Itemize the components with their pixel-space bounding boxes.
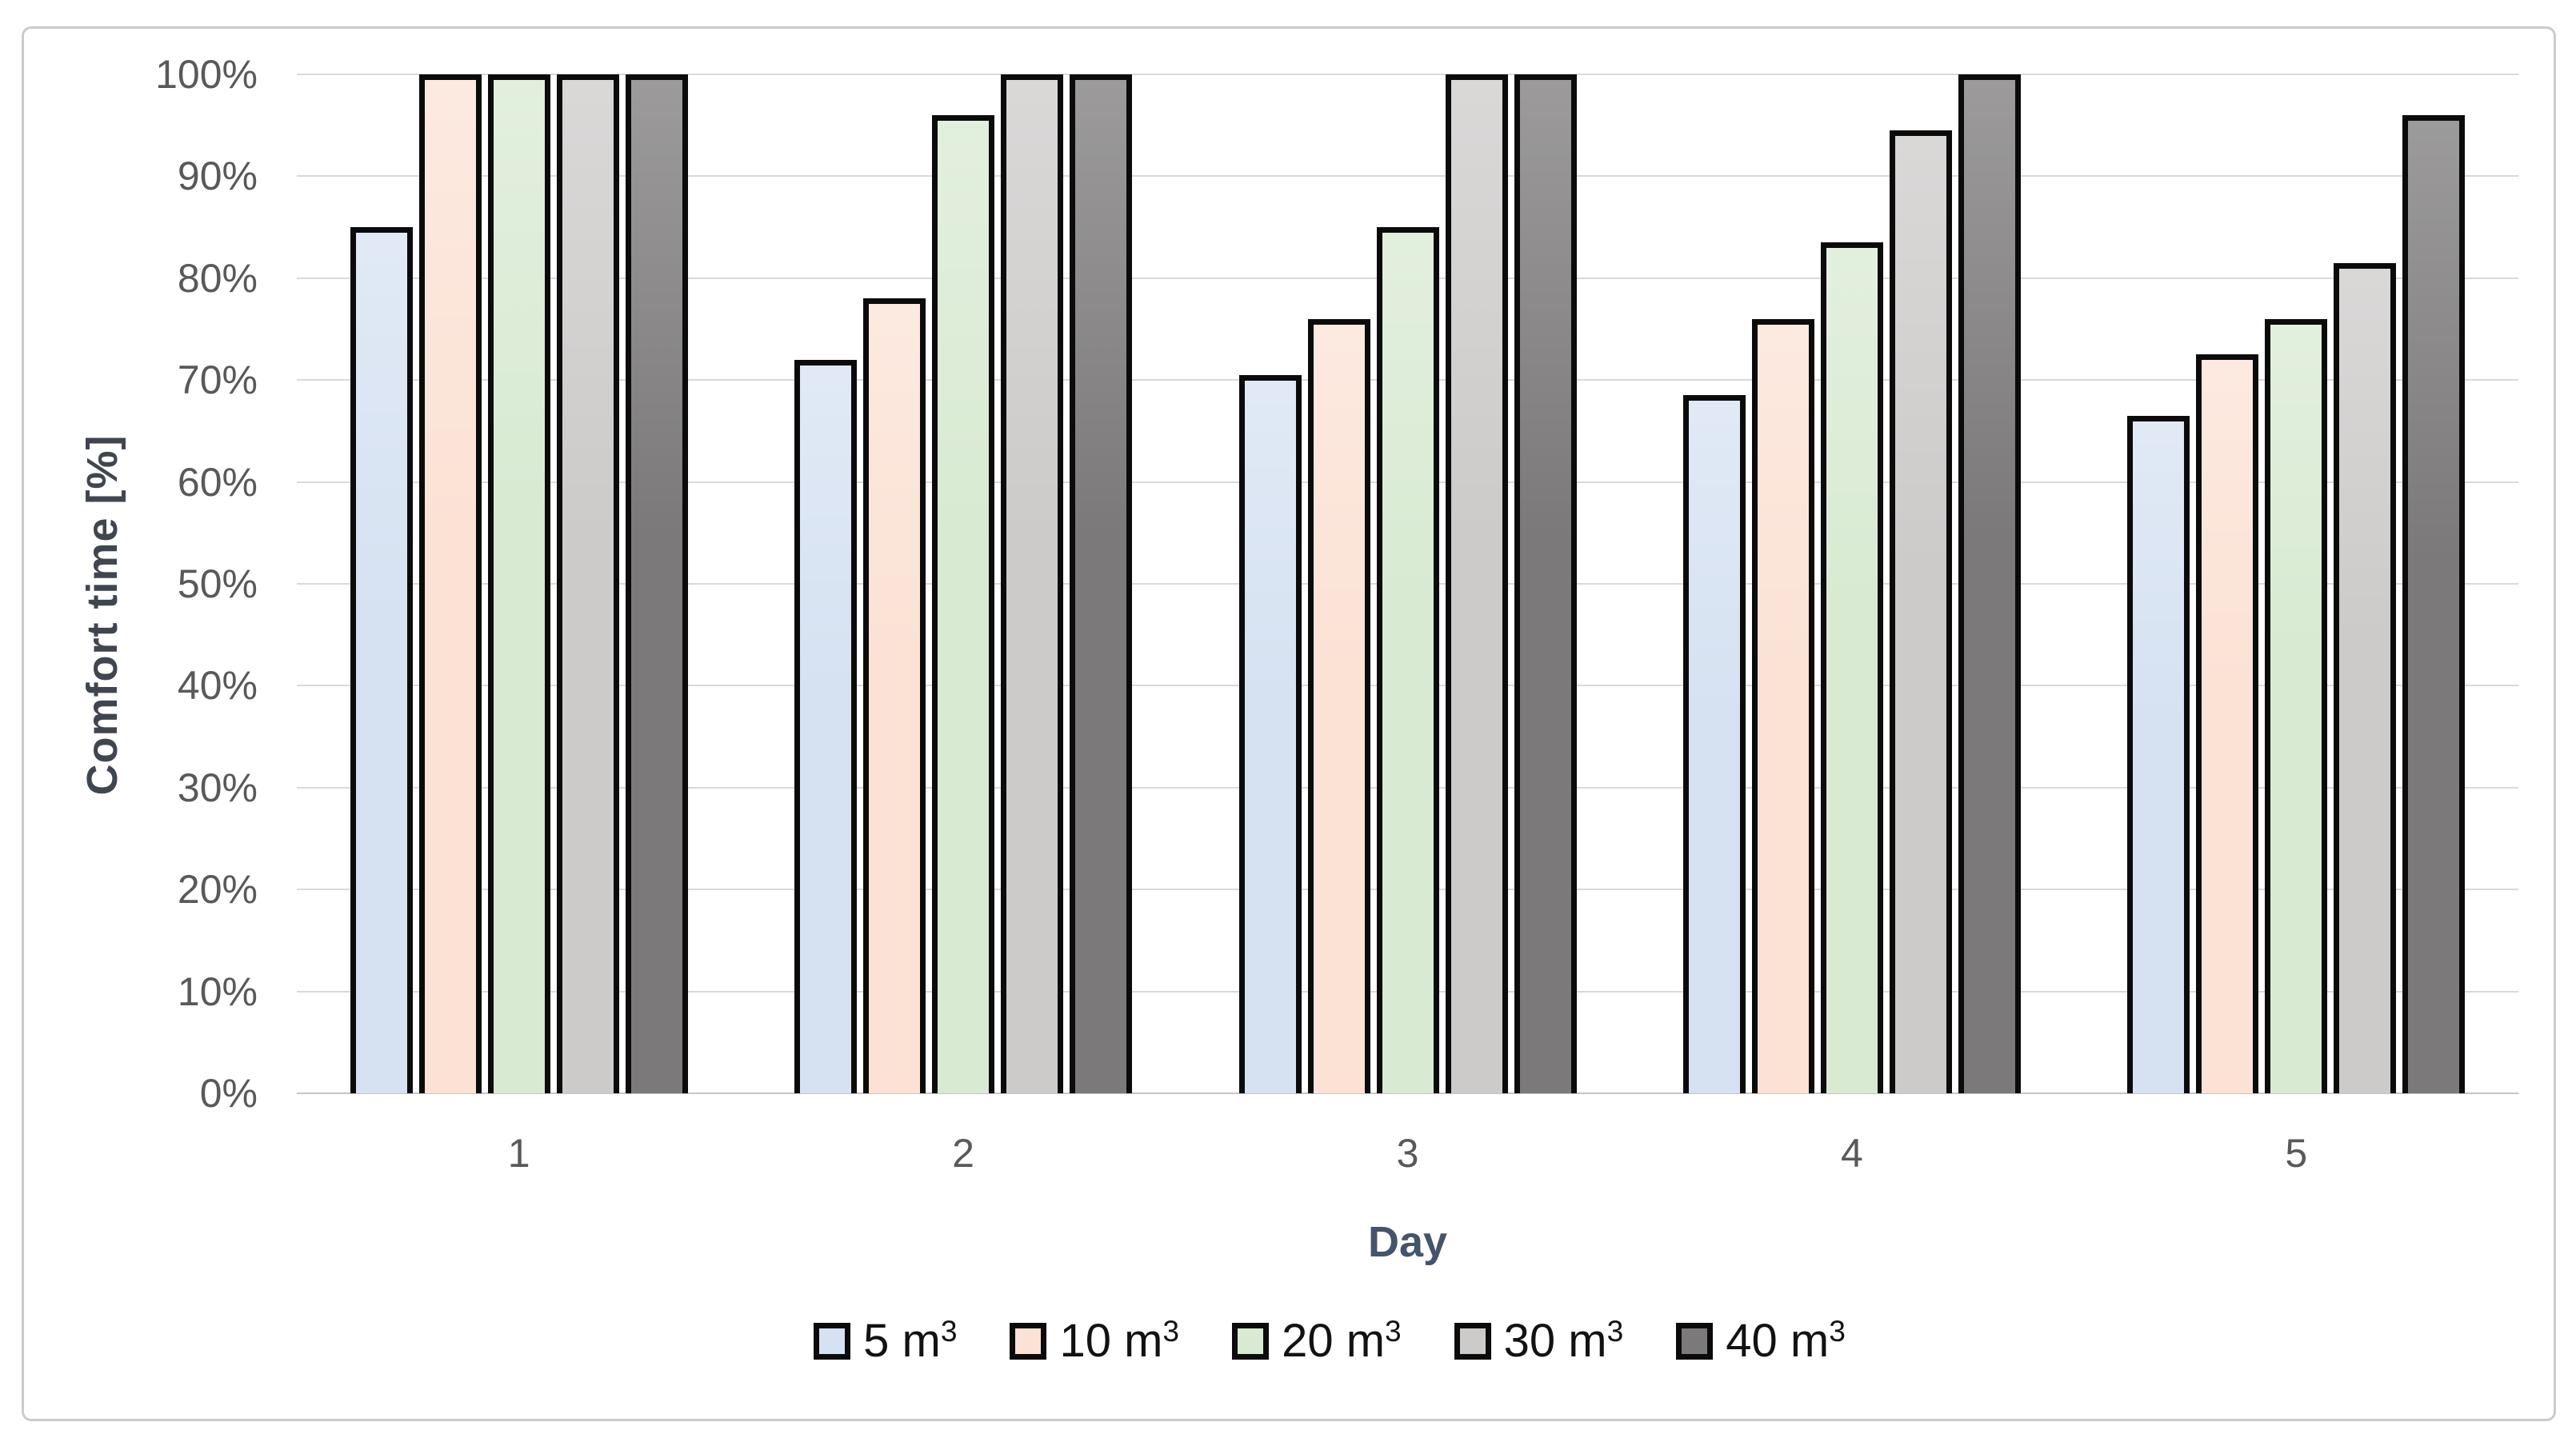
gridline-0% — [297, 1092, 2518, 1094]
bar-5m³-day-5 — [2127, 415, 2190, 1093]
bar-20m³-day-3 — [1376, 227, 1439, 1093]
bar-40m³-day-4 — [1958, 74, 2021, 1093]
bar-5m³-day-3 — [1238, 374, 1302, 1093]
legend-swatch-icon — [1232, 1323, 1270, 1360]
bar-5m³-day-1 — [350, 227, 413, 1093]
bar-5m³-day-4 — [1682, 395, 1746, 1093]
bar-30m³-day-1 — [556, 74, 619, 1093]
bar-10m³-day-2 — [863, 298, 926, 1093]
legend-swatch-icon — [814, 1323, 851, 1360]
bar-group-day-5 — [2074, 74, 2518, 1093]
legend-item-40m3: 40 m3 — [1676, 1313, 1846, 1369]
legend-label: 30 m3 — [1503, 1313, 1624, 1367]
bar-20m³-day-4 — [1820, 242, 1883, 1093]
legend-item-30m3: 30 m3 — [1454, 1313, 1624, 1369]
bar-group-day-4 — [1630, 74, 2074, 1093]
bar-30m³-day-2 — [1001, 74, 1064, 1093]
legend-item-10m3: 10 m3 — [1010, 1313, 1179, 1369]
gridline-90% — [297, 175, 2518, 178]
bar-group-day-1 — [297, 74, 741, 1093]
legend-swatch-icon — [1454, 1323, 1491, 1360]
bar-10m³-day-5 — [2196, 354, 2259, 1093]
bar-40m³-day-1 — [625, 74, 688, 1093]
legend-label: 40 m3 — [1726, 1313, 1846, 1367]
bar-groups — [297, 74, 2518, 1093]
legend-item-5m3: 5 m3 — [814, 1313, 957, 1369]
x-axis-title: Day — [1367, 1218, 1448, 1266]
bar-40m³-day-5 — [2402, 114, 2466, 1093]
chart-legend: 5 m3 10 m3 20 m3 30 m3 40 m3 — [0, 1313, 2576, 1369]
y-axis-title: Comfort time [%] — [78, 434, 126, 796]
bar-10m³-day-1 — [418, 74, 482, 1093]
bar-40m³-day-3 — [1514, 74, 1577, 1093]
bar-30m³-day-5 — [2334, 262, 2397, 1093]
bar-30m³-day-4 — [1889, 130, 1952, 1093]
bar-40m³-day-2 — [1070, 74, 1133, 1093]
bar-20m³-day-2 — [932, 114, 995, 1093]
bar-30m³-day-3 — [1445, 74, 1508, 1093]
legend-label: 10 m3 — [1059, 1313, 1180, 1367]
bar-group-day-3 — [1186, 74, 1630, 1093]
bar-5m³-day-2 — [794, 359, 858, 1093]
plot-area — [297, 74, 2518, 1094]
bar-20m³-day-1 — [487, 74, 550, 1093]
gridline-100% — [297, 74, 2518, 75]
legend-swatch-icon — [1010, 1323, 1047, 1360]
bar-group-day-2 — [741, 74, 1185, 1093]
bar-10m³-day-4 — [1751, 318, 1814, 1093]
legend-label: 5 m3 — [863, 1313, 958, 1367]
legend-swatch-icon — [1676, 1323, 1714, 1360]
bar-20m³-day-5 — [2265, 318, 2328, 1093]
legend-item-20m3: 20 m3 — [1232, 1313, 1402, 1369]
bar-10m³-day-3 — [1307, 318, 1370, 1093]
legend-label: 20 m3 — [1282, 1313, 1402, 1367]
